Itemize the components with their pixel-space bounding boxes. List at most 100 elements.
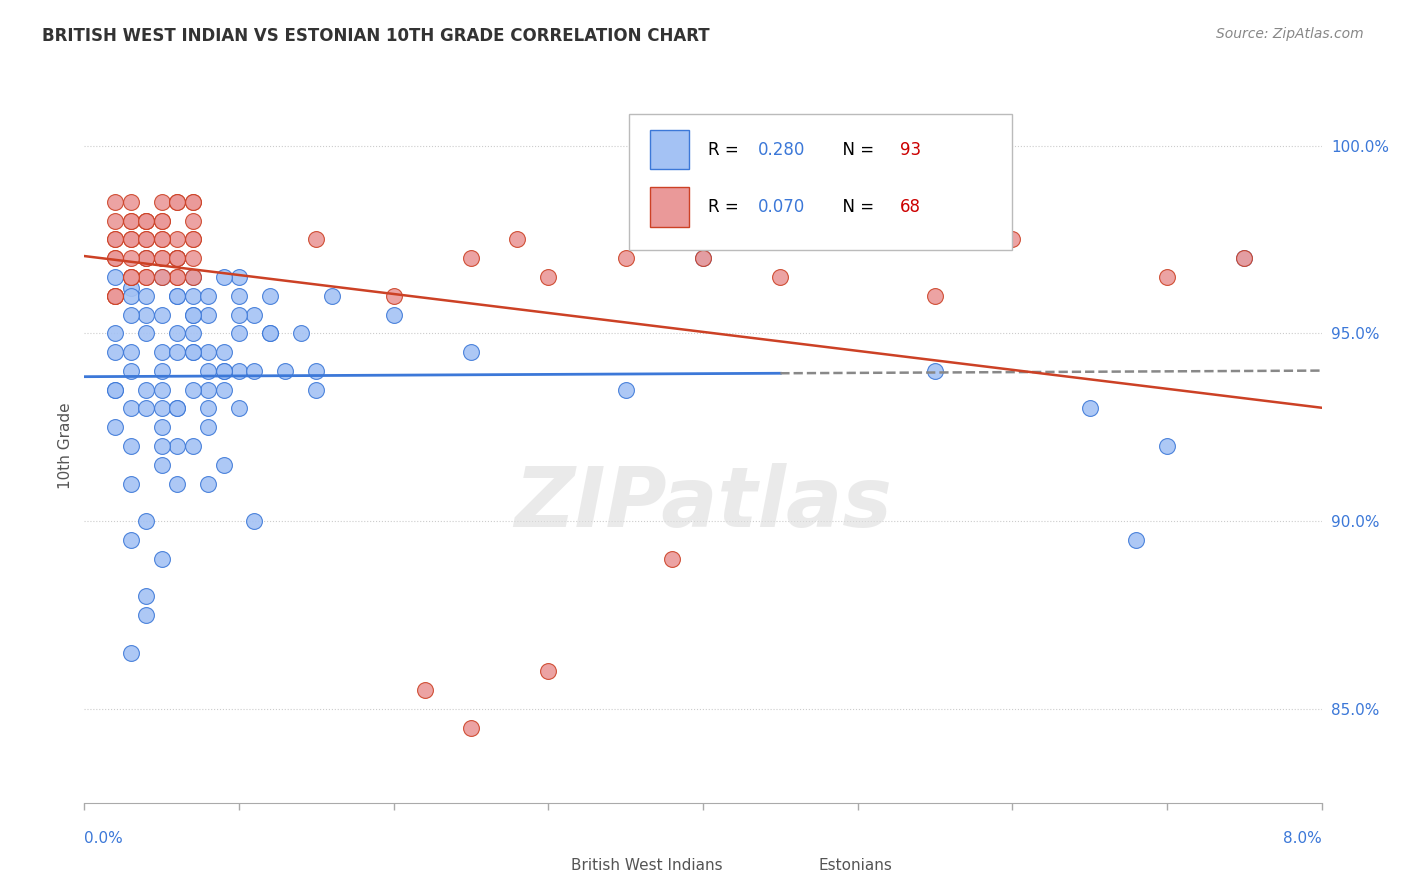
Point xyxy=(181,194,204,209)
Text: BRITISH WEST INDIAN VS ESTONIAN 10TH GRADE CORRELATION CHART: BRITISH WEST INDIAN VS ESTONIAN 10TH GRA… xyxy=(42,27,710,45)
Point xyxy=(120,213,142,227)
Point xyxy=(135,213,157,227)
Point xyxy=(1125,533,1147,547)
Point xyxy=(120,194,142,209)
Point xyxy=(166,251,188,265)
Point xyxy=(1156,439,1178,453)
Point xyxy=(150,420,173,434)
Point xyxy=(166,251,188,265)
FancyBboxPatch shape xyxy=(778,852,811,880)
Point xyxy=(181,383,204,397)
Point xyxy=(846,232,869,246)
Point xyxy=(120,270,142,285)
Point xyxy=(305,232,328,246)
Point xyxy=(166,345,188,359)
Point xyxy=(135,607,157,622)
Point xyxy=(413,683,436,698)
Point xyxy=(228,308,250,322)
Point xyxy=(150,232,173,246)
Point xyxy=(150,401,173,416)
Point xyxy=(506,232,529,246)
Point xyxy=(181,270,204,285)
Point xyxy=(212,364,235,378)
Point xyxy=(120,270,142,285)
Text: 8.0%: 8.0% xyxy=(1282,831,1322,847)
Point xyxy=(166,401,188,416)
Point xyxy=(661,551,683,566)
Point xyxy=(150,194,173,209)
Point xyxy=(1001,232,1024,246)
Point xyxy=(150,213,173,227)
Text: British West Indians: British West Indians xyxy=(571,858,723,873)
Point xyxy=(181,439,204,453)
Point xyxy=(181,270,204,285)
Point xyxy=(104,289,127,303)
Point xyxy=(614,383,637,397)
Point xyxy=(181,251,204,265)
Point xyxy=(506,814,529,829)
Point xyxy=(120,401,142,416)
Point xyxy=(460,721,482,735)
Point xyxy=(120,281,142,295)
Point xyxy=(166,251,188,265)
Point xyxy=(150,551,173,566)
Point xyxy=(104,345,127,359)
Y-axis label: 10th Grade: 10th Grade xyxy=(58,402,73,490)
Text: 0.070: 0.070 xyxy=(758,198,804,216)
Point xyxy=(1233,251,1256,265)
Point xyxy=(104,232,127,246)
Point xyxy=(135,514,157,528)
Point xyxy=(166,232,188,246)
Point xyxy=(104,213,127,227)
Point xyxy=(166,401,188,416)
Point xyxy=(228,289,250,303)
Point xyxy=(197,476,219,491)
Point xyxy=(150,270,173,285)
Point xyxy=(166,439,188,453)
Point xyxy=(274,364,297,378)
Point xyxy=(135,251,157,265)
Point xyxy=(924,289,946,303)
Point xyxy=(150,251,173,265)
Point xyxy=(305,364,328,378)
Point xyxy=(135,589,157,603)
Point xyxy=(197,383,219,397)
Point xyxy=(243,308,266,322)
Point xyxy=(181,213,204,227)
Point xyxy=(181,194,204,209)
Point xyxy=(228,401,250,416)
Text: ZIPatlas: ZIPatlas xyxy=(515,463,891,543)
Point xyxy=(259,326,281,341)
Point xyxy=(135,270,157,285)
Point xyxy=(104,289,127,303)
Point xyxy=(692,251,714,265)
Point xyxy=(104,251,127,265)
Point xyxy=(104,383,127,397)
Point xyxy=(150,308,173,322)
Point xyxy=(104,326,127,341)
Point xyxy=(212,345,235,359)
Point xyxy=(135,383,157,397)
FancyBboxPatch shape xyxy=(650,187,689,227)
Point xyxy=(135,232,157,246)
Text: 0.280: 0.280 xyxy=(758,141,804,159)
Point xyxy=(181,232,204,246)
Point xyxy=(120,270,142,285)
Point xyxy=(120,251,142,265)
Point xyxy=(104,383,127,397)
Point xyxy=(150,458,173,472)
Point xyxy=(460,251,482,265)
Point xyxy=(924,364,946,378)
Point xyxy=(197,420,219,434)
Text: N =: N = xyxy=(832,198,879,216)
Point xyxy=(166,194,188,209)
Point xyxy=(197,345,219,359)
Point xyxy=(150,270,173,285)
Text: Source: ZipAtlas.com: Source: ZipAtlas.com xyxy=(1216,27,1364,41)
Point xyxy=(120,232,142,246)
Point xyxy=(135,289,157,303)
Point xyxy=(150,345,173,359)
Point xyxy=(166,270,188,285)
Point xyxy=(614,251,637,265)
Point xyxy=(460,345,482,359)
